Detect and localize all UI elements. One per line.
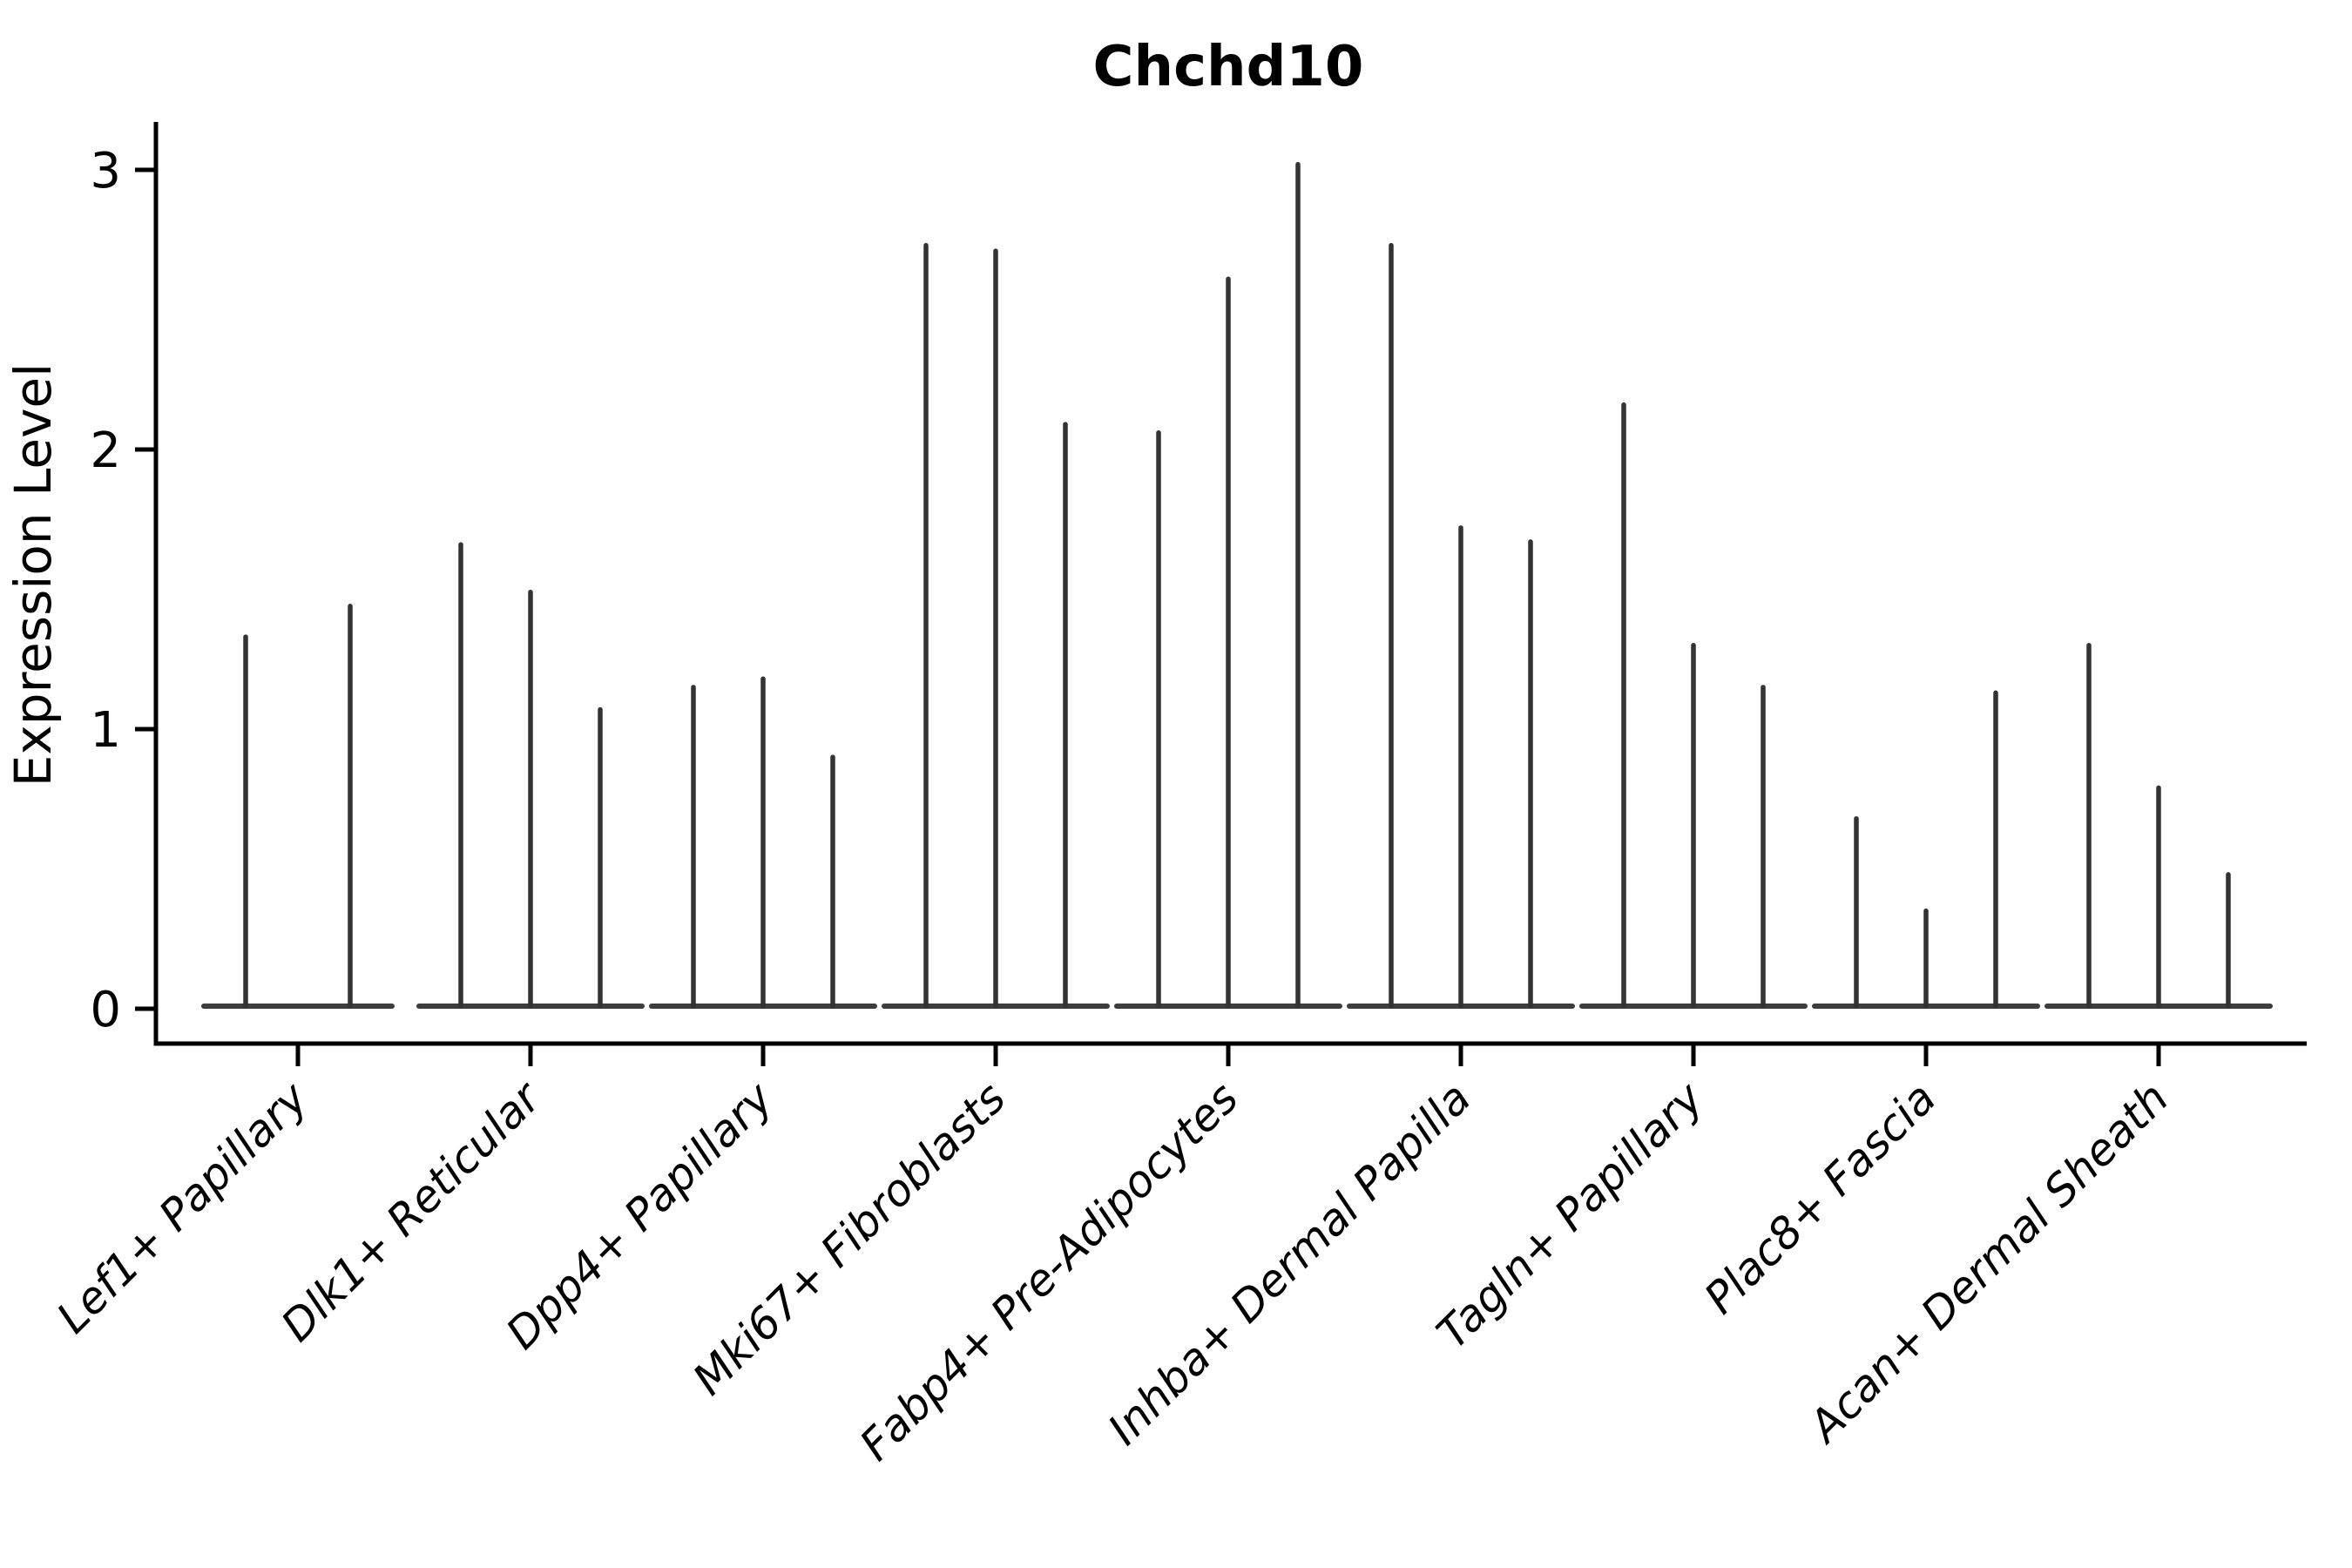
- x-category-label: Lef1+ Papillary: [47, 1071, 318, 1342]
- violin-group: [1579, 402, 1808, 1009]
- violin-group: [649, 676, 877, 1009]
- violin-group: [2044, 642, 2273, 1009]
- violin-group: [201, 604, 395, 1009]
- x-axis-ticks: [295, 1044, 2161, 1066]
- y-tick-label: 3: [90, 143, 121, 199]
- violin-group: [1114, 161, 1342, 1009]
- violins: [201, 161, 2273, 1009]
- axis-spines: [153, 122, 2307, 1046]
- y-tick-label: 2: [90, 422, 121, 479]
- x-category-label: Plac8+ Fascia: [1695, 1072, 1946, 1323]
- violin-group: [416, 542, 645, 1009]
- chart-title: Chchd10: [1093, 35, 1364, 99]
- y-tick-label: 1: [90, 702, 121, 759]
- y-axis-label: Expression Level: [3, 363, 63, 787]
- y-tick-label: 0: [90, 982, 121, 1038]
- violin-group: [882, 242, 1110, 1009]
- violin-group: [1812, 690, 2040, 1009]
- y-axis-ticks: 0 1 2 3: [90, 143, 156, 1038]
- x-category-label: Fabp4+ Pre-Adipocytes: [850, 1072, 1248, 1470]
- violin-group: [1347, 242, 1575, 1009]
